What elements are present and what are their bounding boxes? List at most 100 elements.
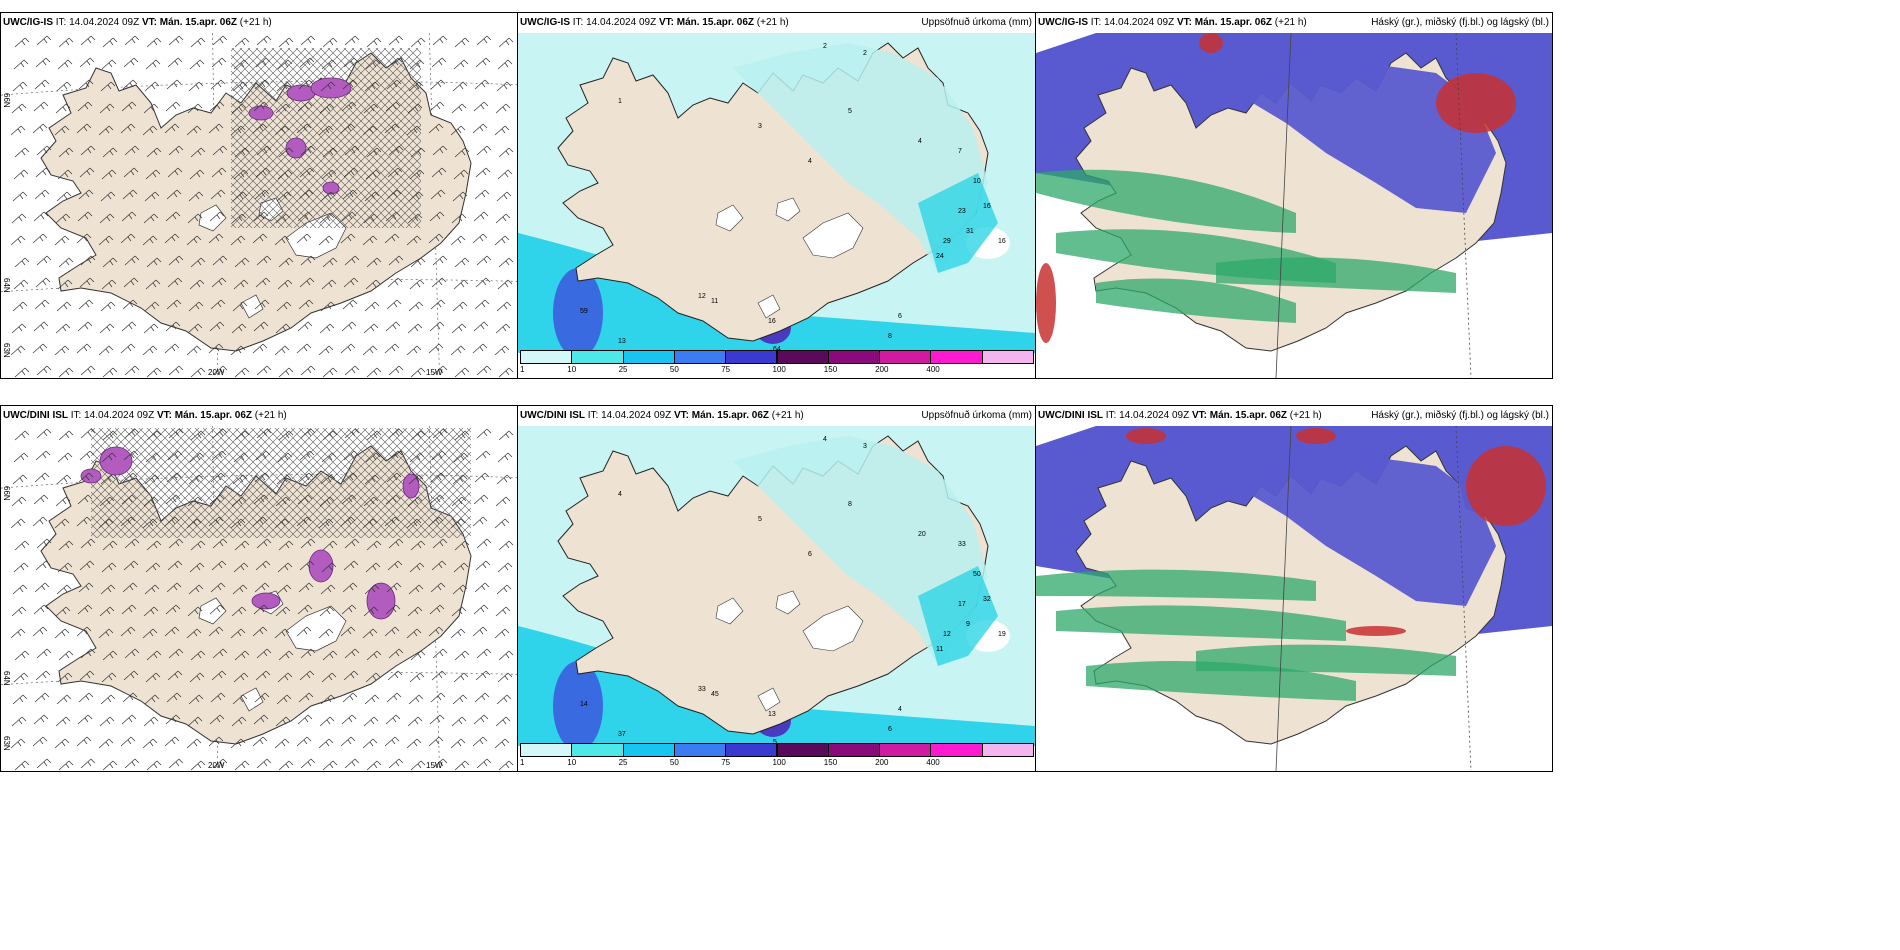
valid-time: Mán. 15.apr. 06Z: [1194, 17, 1273, 28]
init-time: IT: 14.04.2024 09Z: [572, 17, 657, 28]
init-time: IT: 14.04.2024 09Z: [1090, 17, 1175, 28]
lead-time: (+21 h): [239, 17, 272, 28]
colorbar-cell: [520, 350, 573, 364]
precip-value-label: 6: [808, 551, 812, 558]
high-cloud-over-land: [1236, 456, 1496, 606]
wind-map: [1, 33, 517, 378]
valid-time-label: VT:: [673, 410, 689, 421]
precip-value-label: 20: [918, 531, 926, 538]
model-name: UWC/IG-IS: [3, 17, 53, 28]
colorbar-tick: 50: [669, 758, 679, 767]
wind-map-panel-igis: UWC/IG-IS IT: 14.04.2024 09Z VT: Mán. 15…: [0, 12, 518, 379]
low-cloud-area: [1199, 33, 1223, 53]
mid-cloud-band: [1036, 169, 1296, 233]
hatched-area: [231, 48, 421, 228]
wind-barbs-layer: [10, 428, 514, 771]
lead-time: (+21 h): [756, 17, 789, 28]
colorbar-tick: 100: [772, 758, 786, 767]
precip-value-label: 4: [823, 436, 827, 443]
colorbar-tick: 400: [926, 758, 940, 767]
lat-label-63n: 63N: [2, 343, 11, 358]
panel-header: UWC/IG-IS IT: 14.04.2024 09Z VT: Mán. 15…: [1036, 13, 1552, 33]
high-cloud-over-land: [1236, 63, 1496, 213]
colorbar-cell: [981, 743, 1034, 757]
field-title: Uppsöfnuð úrkoma (mm): [921, 410, 1032, 421]
precip-value-label: 12: [698, 293, 706, 300]
precip-value-label: 23: [958, 208, 966, 215]
colorbar-cell: [725, 743, 778, 757]
wind-map-panel-dini: UWC/DINI ISL IT: 14.04.2024 09Z VT: Mán.…: [0, 405, 518, 772]
precip-value-label: 12: [943, 631, 951, 638]
colorbar-cell: [571, 350, 624, 364]
lat-label-63n: 63N: [2, 736, 11, 751]
low-cloud-area: [1466, 446, 1546, 526]
model-name: UWC/DINI ISL: [520, 410, 585, 421]
mid-cloud-band: [1216, 257, 1456, 293]
clear-sky-area: [1036, 426, 1096, 446]
valid-time-label: VT:: [156, 410, 172, 421]
panel-header: UWC/DINI ISL IT: 14.04.2024 09Z VT: Mán.…: [1036, 406, 1552, 426]
lat-label-64n: 64N: [2, 278, 11, 293]
init-time: IT: 14.04.2024 09Z: [587, 410, 672, 421]
low-cloud-area: [1346, 626, 1406, 636]
precip-map-panel-igis: UWC/IG-IS IT: 14.04.2024 09Z VT: Mán. 15…: [517, 12, 1036, 379]
lon-label-15w: 15W: [426, 761, 443, 770]
panel-header: UWC/DINI ISL IT: 14.04.2024 09Z VT: Mán.…: [1, 406, 517, 426]
colorbar-tick: 25: [618, 758, 628, 767]
valid-time: Mán. 15.apr. 06Z: [676, 17, 755, 28]
lat-label-64n: 64N: [2, 671, 11, 686]
colorbar-tick: 150: [823, 365, 838, 374]
highland-patch: [775, 590, 801, 615]
valid-time: Mán. 15.apr. 06Z: [1209, 410, 1288, 421]
highland-patch: [198, 597, 227, 625]
precip-value-label: 8: [848, 501, 852, 508]
precip-value-label: 17: [958, 601, 966, 608]
precip-colorbar: 1 10 25 50 75 100 150 200 400: [520, 743, 1034, 769]
max-precip-cell: [553, 661, 603, 746]
colorbar-cell: [673, 350, 727, 364]
clear-sky-area: [1036, 33, 1096, 53]
colorbar-tick: 150: [823, 758, 838, 767]
precip-value-label: 2: [863, 50, 867, 57]
lon-label-20w: 20W: [208, 761, 225, 770]
field-title: Uppsöfnuð úrkoma (mm): [921, 17, 1032, 28]
precip-over-land: [918, 173, 998, 273]
colorbar-cell: [981, 350, 1034, 364]
colorbar-cell: [776, 743, 829, 757]
field-title: Háský (gr.), miðský (fj.bl.) og lágský (…: [1371, 410, 1549, 421]
cloud-map: [1036, 426, 1552, 771]
precip-blob: [248, 105, 274, 121]
precip-value-label: 13: [768, 711, 776, 718]
heavy-precip-band: [518, 626, 1035, 746]
precip-value-label: 37: [618, 731, 626, 738]
colorbar-tick: 200: [875, 365, 889, 374]
precip-value-label: 59: [580, 308, 588, 315]
lon-label-15w: 15W: [426, 368, 443, 377]
precip-map: 434568203350321791211193345371314275642: [518, 426, 1035, 746]
highland-patch: [198, 204, 227, 232]
precip-value-label: 29: [943, 238, 951, 245]
precip-value-label: 5: [773, 739, 777, 746]
graticule-line: [1275, 33, 1292, 378]
colorbar-tick: 1: [520, 365, 525, 374]
colorbar-cell: [725, 350, 778, 364]
lat-label-66n: 66N: [2, 93, 11, 108]
colorbar-cell: [827, 743, 881, 757]
precip-value-label: 19: [998, 631, 1006, 638]
precip-value-label: 3: [863, 443, 867, 450]
precip-blob: [285, 137, 307, 159]
precip-value-label: 6: [898, 313, 902, 320]
lead-time: (+21 h): [254, 410, 287, 421]
colorbar-tick: 100: [772, 365, 786, 374]
cloud-map: [1036, 33, 1552, 378]
colorbar-cell: [930, 743, 983, 757]
heavy-precip-band: [518, 233, 1035, 353]
highland-patch: [802, 605, 864, 652]
highland-patch: [775, 197, 801, 222]
colorbar-cell: [673, 743, 727, 757]
panel-header: UWC/IG-IS IT: 14.04.2024 09Z VT: Mán. 15…: [1, 13, 517, 33]
precip-value-label: 24: [936, 253, 944, 260]
colorbar-tick: 25: [618, 365, 628, 374]
mid-cloud-band: [1056, 605, 1346, 641]
colorbar-cell: [520, 743, 573, 757]
